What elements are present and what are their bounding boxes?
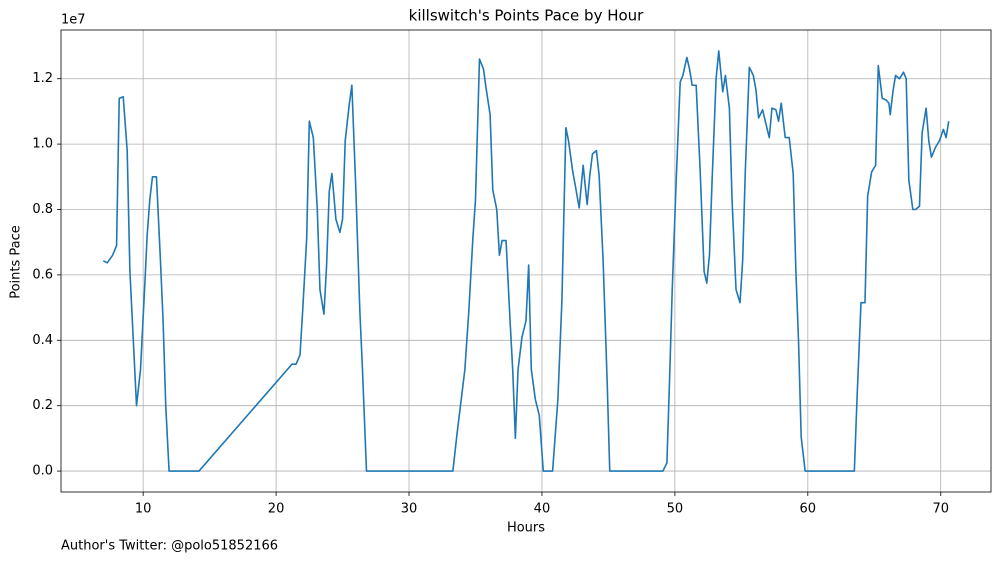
x-tick-label: 30 <box>401 502 418 517</box>
y-axis-label: Points Pace <box>9 225 24 299</box>
y-tick-label: 0.2 <box>32 398 53 413</box>
y-tick-label: 0.8 <box>32 202 53 217</box>
x-tick-label: 20 <box>268 502 285 517</box>
y-tick-label: 0.6 <box>32 267 53 282</box>
x-tick-label: 40 <box>534 502 551 517</box>
plot-frame <box>60 29 992 493</box>
y-tick-label: 1.2 <box>32 71 53 86</box>
y-tick-label: 0.4 <box>32 333 53 348</box>
line-series <box>102 50 950 472</box>
y-tick-label: 0.0 <box>32 464 53 479</box>
x-axis-label: Hours <box>507 521 545 536</box>
x-tick-label: 50 <box>667 502 684 517</box>
chart-title: killswitch's Points Pace by Hour <box>409 7 645 25</box>
footnote: Author's Twitter: @polo51852166 <box>61 539 278 554</box>
x-tick-label: 10 <box>135 502 152 517</box>
y-offset-label: 1e7 <box>61 13 86 28</box>
y-tick-label: 1.0 <box>32 137 53 152</box>
x-tick-label: 70 <box>932 502 949 517</box>
x-tick-label: 60 <box>800 502 817 517</box>
